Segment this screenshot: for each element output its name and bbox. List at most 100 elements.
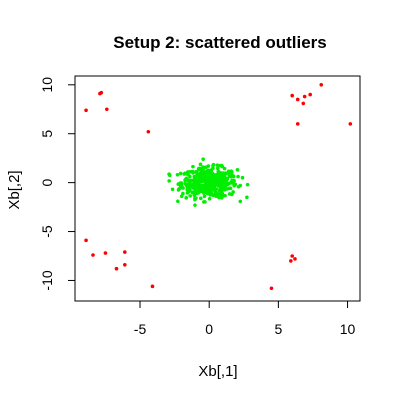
cluster-point xyxy=(198,196,203,201)
cluster-point xyxy=(198,171,203,176)
cluster-point xyxy=(188,169,193,174)
cluster-point xyxy=(231,174,236,179)
cluster-point xyxy=(209,173,213,177)
cluster-point xyxy=(205,168,210,173)
cluster-point xyxy=(211,180,216,184)
data-points xyxy=(84,83,353,291)
outlier-point xyxy=(84,108,88,113)
cluster-point xyxy=(176,199,180,204)
cluster-point xyxy=(240,175,245,180)
cluster-point xyxy=(227,192,232,196)
cluster-point xyxy=(211,166,215,171)
outlier-point xyxy=(289,259,293,263)
x-tick-label: -5 xyxy=(134,321,147,337)
cluster-point xyxy=(207,197,212,201)
cluster-point xyxy=(209,170,213,174)
cluster-point xyxy=(176,182,181,186)
cluster-point xyxy=(175,172,180,177)
cluster-point xyxy=(179,194,184,198)
cluster-point xyxy=(213,193,217,198)
cluster-point xyxy=(193,203,197,207)
cluster-point xyxy=(188,178,193,183)
x-axis-label: Xb[,1] xyxy=(198,363,237,380)
cluster-point xyxy=(215,163,220,167)
cluster-point xyxy=(238,183,243,188)
x-tick-label: 5 xyxy=(274,321,282,337)
outlier-point xyxy=(99,90,104,95)
outlier-point xyxy=(348,122,353,126)
x-axis: -5 0 5 10 xyxy=(134,300,356,337)
outlier-point xyxy=(91,253,95,257)
cluster-point xyxy=(224,183,229,187)
x-tick-label: 10 xyxy=(340,321,356,337)
cluster-point xyxy=(235,168,240,172)
cluster-point xyxy=(211,162,216,167)
chart-title: Setup 2: scattered outliers xyxy=(113,33,327,52)
outlier-point xyxy=(293,257,297,261)
cluster-point xyxy=(185,188,190,192)
cluster-point xyxy=(202,200,206,204)
cluster-point xyxy=(220,188,224,193)
cluster-point xyxy=(192,193,197,197)
cluster-point xyxy=(236,174,240,179)
outlier-point xyxy=(84,238,88,243)
outlier-point xyxy=(146,129,151,134)
cluster-point xyxy=(188,194,192,198)
cluster-point xyxy=(215,166,220,171)
x-tick-label: 0 xyxy=(205,321,213,337)
cluster-point xyxy=(203,184,208,189)
cluster-point xyxy=(186,172,190,177)
cluster-point xyxy=(201,157,205,161)
cluster-point xyxy=(222,166,227,171)
cluster-point xyxy=(201,189,205,193)
cluster-point xyxy=(212,185,216,189)
cluster-point xyxy=(178,171,183,176)
outlier-point xyxy=(269,286,274,291)
cluster-point xyxy=(205,177,210,181)
cluster-point xyxy=(198,162,203,167)
outlier-point xyxy=(290,254,295,258)
outlier-point xyxy=(302,94,307,99)
cluster-point xyxy=(245,195,249,200)
cluster-point xyxy=(191,171,195,175)
cluster-point xyxy=(232,179,236,183)
cluster-point xyxy=(183,178,187,182)
outlier-point xyxy=(123,250,127,254)
cluster-point xyxy=(238,199,243,204)
cluster-point xyxy=(197,179,202,184)
outlier-point xyxy=(319,83,324,87)
cluster-point xyxy=(194,170,198,174)
cluster-point xyxy=(181,186,185,190)
cluster-point xyxy=(199,183,203,188)
cluster-point xyxy=(183,171,187,176)
cluster-point xyxy=(195,176,199,181)
cluster-point xyxy=(228,186,233,191)
y-axis-label: Xb[,2] xyxy=(6,170,23,209)
cluster-point xyxy=(209,191,213,195)
cluster-point xyxy=(202,194,207,199)
outlier-point xyxy=(295,122,300,126)
cluster-point xyxy=(211,188,216,192)
cluster-point xyxy=(225,171,230,175)
cluster-point xyxy=(233,183,237,187)
cluster-point xyxy=(185,185,190,189)
y-tick-label: -5 xyxy=(39,225,55,238)
cluster-point xyxy=(196,167,201,172)
outlier-point xyxy=(308,92,312,97)
cluster-point xyxy=(219,183,224,187)
cluster-point xyxy=(245,182,250,187)
cluster-point xyxy=(229,174,233,179)
cluster-point xyxy=(202,175,207,180)
cluster-point xyxy=(201,165,205,169)
y-axis: -10 -5 0 5 10 xyxy=(39,77,76,291)
outlier-point xyxy=(295,97,300,102)
cluster-point xyxy=(170,187,175,192)
outlier-point xyxy=(114,266,119,271)
cluster-point xyxy=(217,180,222,185)
cluster-point xyxy=(213,177,218,181)
cluster-point xyxy=(225,177,229,181)
cluster-point xyxy=(176,188,181,192)
cluster-point xyxy=(220,175,225,179)
